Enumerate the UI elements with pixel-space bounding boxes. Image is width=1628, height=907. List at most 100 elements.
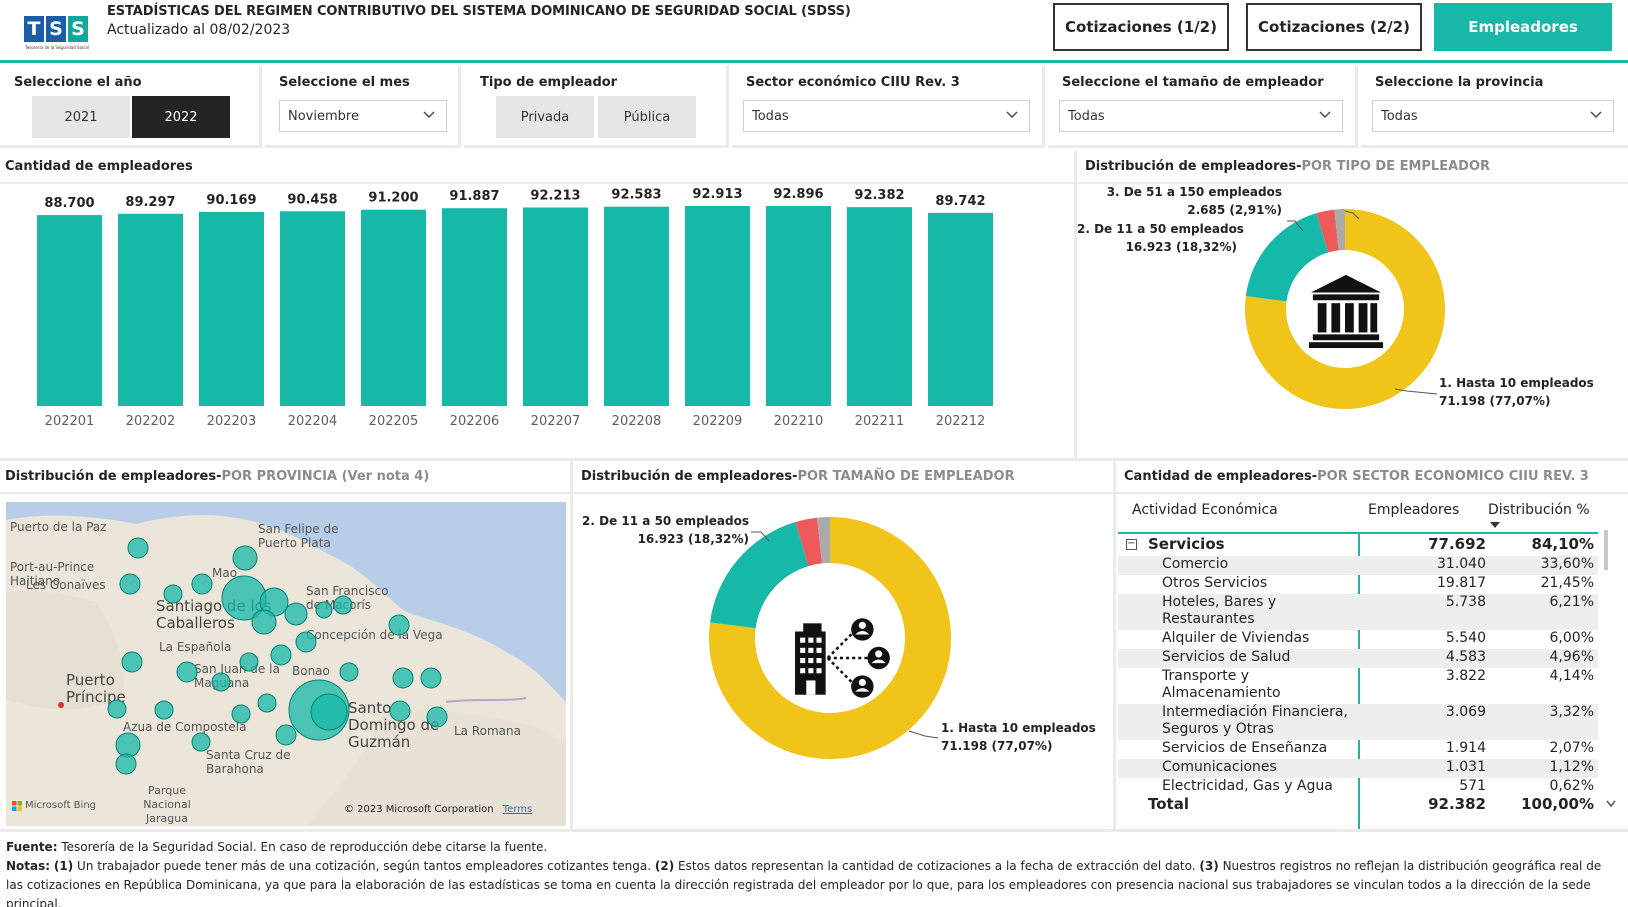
province-bubble[interactable] [251, 609, 277, 635]
cell-activity: Alquiler de Viviendas [1162, 630, 1310, 646]
bar-value-label: 92.213 [530, 189, 580, 204]
bing-attribution-text: Microsoft Bing [25, 800, 97, 811]
province-bubble[interactable] [389, 700, 411, 722]
province-bubble[interactable] [191, 573, 213, 595]
province-bubble[interactable] [426, 706, 448, 728]
col-header-distribution[interactable]: Distribución % [1488, 502, 1590, 518]
table-row[interactable]: Otros Servicios 19.817 21,45% [1118, 575, 1598, 594]
province-bubble[interactable] [119, 573, 141, 595]
year-2022-button[interactable]: 2022 [132, 96, 230, 138]
tss-logo: T S S Tesorería de la Seguridad Social [24, 16, 90, 54]
province-bubble[interactable] [275, 724, 297, 746]
table-row[interactable]: Comercio 31.040 33,60% [1118, 556, 1598, 575]
table-row[interactable]: Alquiler de Viviendas 5.540 6,00% [1118, 630, 1598, 649]
province-bubble[interactable] [154, 700, 174, 720]
bar-202207[interactable] [523, 207, 588, 406]
province-map[interactable]: Puerto de la Paz San Felipe de Puerto Pl… [6, 502, 566, 826]
table-row[interactable]: Hoteles, Bares y Restaurantes 5.738 6,21% [1118, 594, 1598, 630]
province-bubble[interactable] [115, 732, 141, 758]
scroll-down-icon[interactable] [1606, 800, 1616, 808]
bar-202202[interactable] [118, 213, 183, 406]
donut-slice-3[interactable] [795, 517, 822, 567]
x-tick-label: 202210 [774, 414, 824, 429]
x-tick-label: 202203 [207, 414, 257, 429]
type-slice-2-label: 2. De 11 a 50 empleados 16.923 (18,32%) [1077, 220, 1244, 256]
year-2021-button[interactable]: 2021 [32, 96, 130, 138]
donut-slice-3[interactable] [1316, 209, 1339, 253]
donut-slice-1[interactable] [709, 517, 951, 759]
sector-dropdown[interactable]: Todas [743, 100, 1030, 132]
province-dropdown[interactable]: Todas [1372, 100, 1614, 132]
table-group-row[interactable]: Servicios 77.692 84,10% − [1118, 536, 1598, 556]
province-bubble[interactable] [231, 704, 251, 724]
province-bubble[interactable] [388, 614, 410, 636]
province-bubble[interactable] [191, 732, 211, 752]
nav-empleadores-button[interactable]: Empleadores [1434, 3, 1612, 51]
province-bubble[interactable] [392, 667, 414, 689]
bar-202208[interactable] [604, 206, 669, 406]
table-row[interactable]: Servicios de Salud 4.583 4,96% [1118, 649, 1598, 668]
type-privada-button[interactable]: Privada [496, 96, 594, 138]
table-total-row[interactable]: Total 92.382 100,00% [1118, 796, 1598, 816]
size-slice-1-label: 1. Hasta 10 empleados 71.198 (77,07%) [941, 719, 1096, 755]
province-bubble[interactable] [284, 602, 308, 626]
cell-activity: Servicios [1148, 535, 1225, 553]
bar-202201[interactable] [37, 215, 102, 406]
bar-value-label: 89.742 [935, 194, 985, 209]
map-terms-link[interactable]: Terms [502, 804, 533, 815]
province-bubble[interactable] [333, 595, 353, 615]
bar-202210[interactable] [766, 206, 831, 406]
type-publica-button[interactable]: Pública [598, 96, 696, 138]
table-row[interactable]: Comunicaciones 1.031 1,12% [1118, 759, 1598, 778]
donut-slice-2[interactable] [710, 522, 809, 629]
type-title-underline [1077, 182, 1628, 184]
building-people-icon [795, 618, 890, 698]
donut-slice-4[interactable] [1334, 209, 1345, 251]
province-bubble[interactable] [163, 584, 183, 604]
province-bubble[interactable] [257, 693, 277, 713]
table-row[interactable]: Servicios de Enseñanza 1.914 2,07% [1118, 740, 1598, 759]
donut-slice-4[interactable] [817, 517, 830, 564]
province-bubble[interactable] [270, 644, 292, 666]
donut-slice-1[interactable] [1245, 209, 1445, 409]
bar-202206[interactable] [442, 208, 507, 406]
donut-slice-2[interactable] [1245, 213, 1329, 302]
nav-cotizaciones-2-button[interactable]: Cotizaciones (2/2) [1246, 3, 1422, 51]
source-label: Fuente: [6, 840, 58, 854]
province-bubble[interactable] [315, 601, 333, 619]
table-row[interactable]: Transporte y Almacenamiento 3.822 4,14% [1118, 668, 1598, 704]
col-header-employers[interactable]: Empleadores [1368, 502, 1460, 518]
bar-202205[interactable] [361, 209, 426, 406]
province-bubble[interactable] [121, 651, 143, 673]
province-bubble[interactable] [211, 672, 231, 692]
table-row[interactable]: Electricidad, Gas y Agua 571 0,62% [1118, 778, 1598, 795]
col-header-activity[interactable]: Actividad Económica [1132, 502, 1278, 518]
bar-202204[interactable] [280, 211, 345, 406]
province-bubble[interactable] [295, 631, 317, 653]
province-bubble[interactable] [176, 661, 198, 683]
bar-202211[interactable] [847, 207, 912, 406]
month-dropdown[interactable]: Noviembre [279, 100, 447, 132]
cell-employers: 4.583 [1445, 649, 1486, 665]
bar-202212[interactable] [928, 212, 993, 406]
map-label-santo-domingo: Santo Domingo de Guzmán [348, 699, 440, 751]
collapse-icon[interactable]: − [1126, 538, 1137, 550]
bar-202203[interactable] [199, 211, 264, 406]
size-dropdown[interactable]: Todas [1059, 100, 1343, 132]
province-bubble[interactable] [420, 667, 442, 689]
province-bubble[interactable] [107, 699, 127, 719]
table-row[interactable]: Intermediación Financiera, Seguros y Otr… [1118, 704, 1598, 740]
map-location-dot [58, 702, 64, 708]
province-bubble[interactable] [310, 693, 348, 731]
province-bubble[interactable] [232, 545, 258, 571]
source-text: Tesorería de la Seguridad Social. En cas… [61, 840, 548, 854]
cell-activity: Comercio [1162, 556, 1229, 572]
province-bubble[interactable] [127, 537, 149, 559]
province-bubble[interactable] [339, 662, 359, 682]
nav-cotizaciones-1-button[interactable]: Cotizaciones (1/2) [1053, 3, 1229, 51]
leader-line [1287, 220, 1304, 232]
province-bubble[interactable] [115, 753, 137, 775]
table-scrollbar[interactable] [1604, 530, 1608, 570]
province-bubble[interactable] [239, 652, 259, 672]
bar-202209[interactable] [685, 206, 750, 406]
